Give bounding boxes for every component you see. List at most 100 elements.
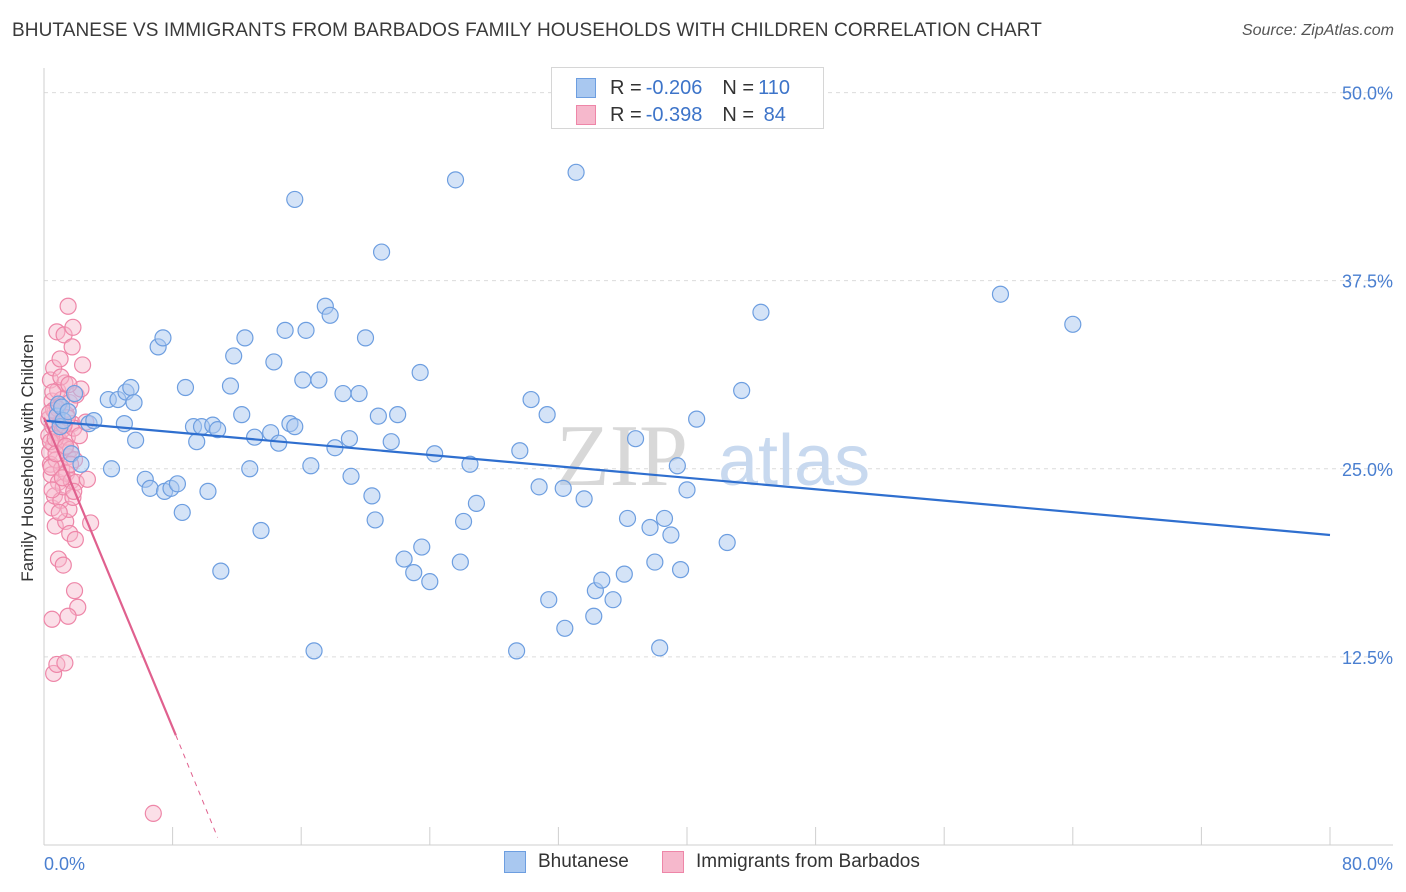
bhutanese-point [604, 591, 622, 609]
bhutanese-point [522, 390, 540, 409]
bhutanese-point [62, 445, 80, 463]
bhutanese-point [413, 538, 431, 556]
bhutanese-point [241, 460, 259, 478]
bhutanese-point [538, 406, 556, 424]
bhutanese-point [554, 479, 572, 497]
bhutanese-point [575, 490, 593, 508]
bhutanese-point [567, 163, 585, 181]
bhutanese-point [65, 384, 84, 403]
bhutanese-point [363, 487, 381, 505]
legend-swatch-pink [576, 105, 596, 125]
bhutanese-point [350, 384, 368, 403]
bhutanese-point [297, 321, 315, 339]
bhutanese-point [252, 521, 270, 540]
bhutanese-trend-line [43, 419, 1331, 537]
barbados-point [59, 607, 77, 625]
bhutanese-point [530, 478, 548, 496]
bhutanese-point [688, 410, 706, 428]
barbados-point [51, 350, 69, 368]
series-bhutanese-points [48, 163, 1082, 660]
bhutanese-point [176, 378, 195, 397]
y-tick-label: 37.5% [1342, 272, 1393, 292]
bhutanese-point [199, 482, 217, 500]
bhutanese-point [389, 406, 407, 424]
bhutanese-point [451, 553, 469, 571]
bhutanese-point [733, 381, 751, 400]
bhutanese-point [366, 511, 384, 529]
legend-n-label: N = [722, 76, 755, 99]
chart-title: BHUTANESE VS IMMIGRANTS FROM BARBADOS FA… [12, 20, 1042, 41]
bhutanese-point [1064, 315, 1082, 333]
barbados-trend-extension [175, 734, 219, 838]
barbados-point [144, 804, 162, 822]
bhutanese-point [511, 442, 529, 460]
axes [43, 68, 1393, 846]
y-axis-label: Family Households with Children [18, 334, 37, 582]
bhutanese-point [168, 475, 187, 493]
bhutanese-point [334, 384, 352, 403]
bhutanese-point [125, 393, 143, 412]
bhutanese-point [102, 460, 121, 478]
bhutanese-point [310, 371, 328, 389]
bhutanese-point [718, 533, 736, 552]
barbados-point [45, 359, 63, 377]
bhutanese-point [467, 494, 486, 512]
bhutanese-point [540, 591, 558, 609]
barbados-point [66, 530, 84, 549]
bhutanese-point [302, 457, 320, 475]
barbados-point [50, 503, 68, 522]
series-legend: Bhutanese Immigrants from Barbados [0, 851, 1406, 877]
bhutanese-point [668, 457, 686, 475]
barbados-trend-line [42, 417, 177, 736]
grid-lines [44, 92, 1393, 658]
bhutanese-point [671, 561, 690, 579]
bhutanese-point [411, 363, 429, 382]
bhutanese-point [662, 526, 680, 544]
bhutanese-point [286, 190, 304, 209]
trend-lines [42, 417, 1331, 838]
legend-r-label: R = [610, 103, 642, 126]
bhutanese-point [508, 642, 526, 660]
bhutanese-point [233, 406, 251, 424]
bhutanese-point [286, 418, 304, 436]
barbados-point [78, 470, 97, 488]
legend-row-bhutanese: R = -0.206 N = 110 [576, 76, 790, 100]
bhutanese-point [556, 619, 574, 637]
bhutanese-point [305, 642, 323, 660]
bhutanese-point [752, 303, 770, 321]
legend-n-label: N = [722, 103, 755, 126]
bhutanese-point [221, 377, 240, 395]
bhutanese-point [236, 329, 254, 347]
y-tick-labels: 12.5% 25.0% 37.5% 50.0% [1342, 84, 1393, 668]
watermark-atlas: atlas [718, 421, 870, 501]
bhutanese-point [356, 329, 375, 347]
bhutanese-point [646, 553, 664, 571]
bhutanese-point [641, 518, 659, 537]
y-tick-label: 50.0% [1342, 84, 1393, 104]
barbados-point [73, 356, 92, 374]
barbados-point [42, 458, 60, 476]
bhutanese-point [173, 503, 191, 522]
bhutanese-point [225, 347, 243, 365]
bhutanese-point [618, 509, 637, 528]
bhutanese-point [265, 353, 283, 371]
legend-swatch-pink [662, 851, 684, 873]
barbados-point [64, 318, 82, 336]
barbados-point [59, 297, 77, 315]
barbados-point [45, 664, 63, 683]
bhutanese-point [369, 407, 387, 425]
legend-swatch-blue [504, 851, 526, 873]
bhutanese-point [655, 509, 674, 528]
bhutanese-point [372, 243, 391, 261]
watermark: ZIP atlas [556, 408, 870, 505]
bhutanese-point [321, 306, 339, 324]
x-tick-min: 0.0% [44, 854, 85, 874]
bhutanese-point [342, 467, 360, 485]
legend-r-label: R = [610, 76, 642, 99]
x-tick-max: 80.0% [1342, 854, 1393, 874]
legend-n-value: 110 [758, 76, 790, 99]
bhutanese-point [585, 607, 603, 625]
legend-label-barbados: Immigrants from Barbados [696, 851, 920, 872]
barbados-point [56, 654, 74, 672]
bhutanese-point [626, 430, 645, 448]
